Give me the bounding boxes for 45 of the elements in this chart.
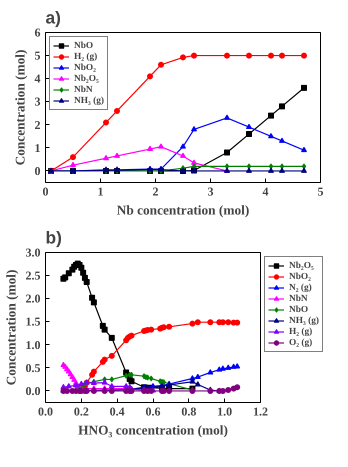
y-tick-label: 2.5 <box>26 268 40 283</box>
legend-label: H₂ (g) <box>289 326 312 337</box>
y-tick-label: 3.0 <box>26 246 40 260</box>
y-tick-label: 0.5 <box>26 360 40 375</box>
y-tick-label: 1.0 <box>26 338 40 352</box>
chart-title: a) <box>46 8 61 28</box>
legend-label: Nb₂O₅ <box>74 73 99 84</box>
legend-label: NbN <box>74 84 94 95</box>
x-tick-label: 2 <box>152 184 158 198</box>
x-tick-label: 5 <box>318 184 324 198</box>
legend-label: NbO₂ <box>74 62 96 73</box>
y-tick-label: 3 <box>34 94 40 109</box>
y-tick-label: 2.0 <box>26 292 40 306</box>
x-tick-label: 1 <box>98 184 104 198</box>
legend-label: O₂ (g) <box>289 337 312 348</box>
x-axis-title: Nb concentration (mol) <box>116 202 250 218</box>
legend-label: H₂ (g) <box>74 51 98 62</box>
x-tick-label: 3 <box>208 184 214 198</box>
x-tick-label: 0.4 <box>110 404 125 418</box>
y-tick-label: 4 <box>34 72 40 86</box>
y-tick-label: 6 <box>34 26 40 40</box>
x-tick-label: 0.6 <box>146 404 160 418</box>
x-tick-label: 0.2 <box>74 404 89 418</box>
x-tick-label: 0.8 <box>181 404 196 418</box>
y-tick-label: 5 <box>34 48 40 63</box>
y-axis-title: Concentration (mol) <box>4 270 18 386</box>
x-tick-label: 4 <box>262 184 268 198</box>
legend-label: NbN <box>289 293 309 304</box>
y-axis-title: Concentration (mol) <box>12 50 28 166</box>
x-tick-label: 1.0 <box>217 404 232 418</box>
legend-label: NH₃ (g) <box>74 95 104 106</box>
y-tick-label: 1.5 <box>26 314 40 329</box>
x-axis-title: HNO₃ concentration (mol) <box>78 422 228 438</box>
legend-label: NbO₂ <box>289 271 311 282</box>
legend-label: Nb₂O₅ <box>289 260 314 271</box>
y-tick-label: 2 <box>34 118 40 132</box>
legend-label: NH₃ (g) <box>289 315 319 326</box>
y-tick-label: 0.0 <box>26 384 40 398</box>
y-tick-label: 1 <box>34 140 40 155</box>
legend-label: NbO <box>289 304 309 315</box>
y-tick-label: 0 <box>34 164 40 178</box>
x-tick-label: 1.2 <box>253 404 268 418</box>
legend-label: NbO <box>74 40 94 51</box>
chart-title: b) <box>46 228 62 248</box>
legend-label: N₂ (g) <box>289 282 312 293</box>
